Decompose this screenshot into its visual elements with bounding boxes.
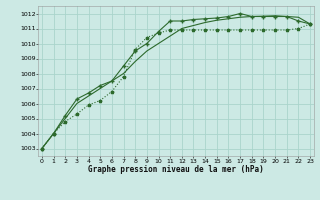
X-axis label: Graphe pression niveau de la mer (hPa): Graphe pression niveau de la mer (hPa) bbox=[88, 165, 264, 174]
